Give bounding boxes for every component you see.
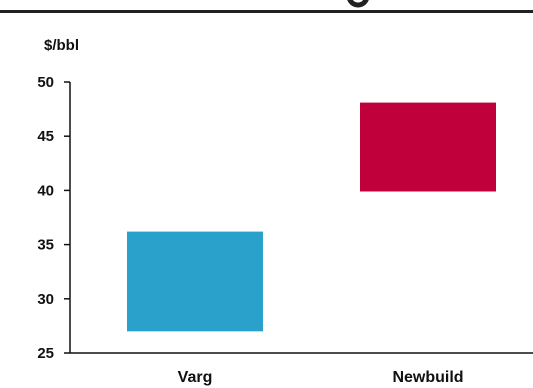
bars: [127, 102, 496, 332]
y-tick-label: 25: [37, 345, 54, 362]
category-labels: Varg Newbuild: [178, 369, 464, 386]
category-label: Newbuild: [392, 369, 463, 386]
range-bar-varg: [127, 231, 263, 332]
y-axis: 50 45 40 35 30 25: [37, 74, 71, 362]
y-tick-label: 40: [37, 182, 54, 199]
clipped-title-fragment: [347, 0, 369, 8]
header-rule-line: [0, 10, 533, 13]
y-tick-label: 30: [37, 291, 54, 308]
header-rule: [0, 0, 533, 13]
y-unit-label: $/bbl: [44, 37, 79, 54]
y-tick-label: 35: [37, 237, 54, 254]
range-bar-newbuild: [360, 102, 496, 192]
y-tick-label: 50: [37, 74, 54, 91]
category-label: Varg: [178, 369, 213, 386]
y-tick-label: 45: [37, 128, 54, 145]
